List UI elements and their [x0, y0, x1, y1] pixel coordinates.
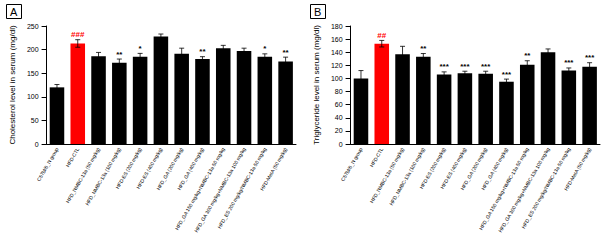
svg-text:**: ** — [282, 48, 289, 57]
svg-text:HFD-CTL: HFD-CTL — [64, 146, 80, 168]
svg-text:HFD_NMBC-13a (100 mg/kg): HFD_NMBC-13a (100 mg/kg) — [84, 146, 122, 206]
svg-text:*: * — [263, 44, 267, 53]
svg-text:HFD-ES (200 mg/kg): HFD-ES (200 mg/kg) — [418, 146, 447, 190]
svg-text:50: 50 — [31, 117, 39, 124]
svg-text:HFD_GA 300 mg/kg+NMBC-13a 100: HFD_GA 300 mg/kg+NMBC-13a 100 mg/kg — [193, 146, 247, 234]
svg-text:120: 120 — [331, 62, 343, 69]
svg-text:***: *** — [502, 70, 512, 79]
svg-text:40: 40 — [335, 114, 343, 121]
svg-text:HFD_NMBC-13a (50 mg/kg): HFD_NMBC-13a (50 mg/kg) — [65, 146, 102, 204]
svg-text:HFD_ES 200 mg/kg/NMBC-13a 50 m: HFD_ES 200 mg/kg/NMBC-13a 50 mg/kg — [216, 146, 268, 230]
svg-text:60: 60 — [335, 101, 343, 108]
svg-text:C57bl/6_N group: C57bl/6_N group — [340, 146, 364, 182]
svg-text:Cholesterol level in serum (mg: Cholesterol level in serum (mg/dl) — [8, 25, 17, 144]
svg-text:HFD_GA (200 mg/kg): HFD_GA (200 mg/kg) — [155, 146, 185, 191]
svg-text:**: ** — [199, 47, 206, 56]
svg-text:**: ** — [116, 50, 123, 59]
svg-text:HFD_GA 150 mg/kg+NMBC-13a 50 m: HFD_GA 150 mg/kg+NMBC-13a 50 mg/kg — [477, 146, 530, 231]
svg-text:HFD_NMBC-13a (100 mg/kg): HFD_NMBC-13a (100 mg/kg) — [388, 146, 426, 206]
svg-text:***: *** — [439, 62, 449, 71]
svg-text:100: 100 — [331, 75, 343, 82]
svg-text:200: 200 — [27, 46, 39, 53]
svg-text:150: 150 — [27, 70, 39, 77]
svg-text:HFD_GA (400 mg/kg): HFD_GA (400 mg/kg) — [175, 146, 206, 191]
svg-text:HFD_GA 300 mg/kg+NMBC-13a 100: HFD_GA 300 mg/kg+NMBC-13a 100 mg/kg — [497, 146, 551, 234]
svg-text:***: *** — [460, 62, 470, 71]
svg-text:20: 20 — [335, 127, 343, 134]
svg-text:***: *** — [585, 53, 595, 62]
svg-text:HFD_GA (200 mg/kg): HFD_GA (200 mg/kg) — [459, 146, 489, 191]
svg-text:B: B — [314, 6, 321, 18]
svg-text:**: ** — [420, 44, 427, 53]
svg-text:***: *** — [564, 58, 574, 67]
svg-text:0: 0 — [35, 141, 39, 148]
svg-text:*: * — [139, 44, 143, 53]
svg-text:HFD-MetA (50 mg/kg): HFD-MetA (50 mg/kg) — [563, 146, 593, 191]
svg-text:###: ### — [71, 30, 85, 39]
svg-text:HFD_NMBC-13a (50 mg/kg): HFD_NMBC-13a (50 mg/kg) — [369, 146, 406, 204]
svg-text:HFD_GA (400 mg/kg): HFD_GA (400 mg/kg) — [479, 146, 510, 191]
svg-text:100: 100 — [27, 93, 39, 100]
svg-text:A: A — [10, 6, 18, 18]
svg-text:HFD-CTL: HFD-CTL — [368, 146, 384, 168]
svg-text:HFD-MetA (50 mg/kg): HFD-MetA (50 mg/kg) — [259, 146, 289, 191]
svg-text:HFD-ES (400 mg/kg): HFD-ES (400 mg/kg) — [135, 146, 164, 190]
svg-text:***: *** — [481, 62, 491, 71]
svg-text:##: ## — [377, 31, 386, 40]
svg-text:0: 0 — [339, 141, 343, 148]
svg-text:HFD-ES (200 mg/kg): HFD-ES (200 mg/kg) — [114, 146, 143, 190]
svg-text:HFD-ES (400 mg/kg): HFD-ES (400 mg/kg) — [439, 146, 468, 190]
svg-text:80: 80 — [335, 88, 343, 95]
svg-text:250: 250 — [27, 23, 39, 30]
svg-text:**: ** — [524, 51, 531, 60]
svg-text:Triglyceride level in serum (m: Triglyceride level in serum (mg/dl) — [312, 25, 321, 145]
svg-text:HFD_GA 150 mg/kg+NMBC-13a 50 m: HFD_GA 150 mg/kg+NMBC-13a 50 mg/kg — [173, 146, 226, 231]
svg-text:C57bl/6_N group: C57bl/6_N group — [36, 146, 60, 182]
svg-text:180: 180 — [331, 23, 343, 30]
svg-text:HFD_ES 200 mg/kg/NMBC-13a 50 m: HFD_ES 200 mg/kg/NMBC-13a 50 mg/kg — [520, 146, 572, 230]
svg-text:160: 160 — [331, 36, 343, 43]
svg-text:140: 140 — [331, 49, 343, 56]
